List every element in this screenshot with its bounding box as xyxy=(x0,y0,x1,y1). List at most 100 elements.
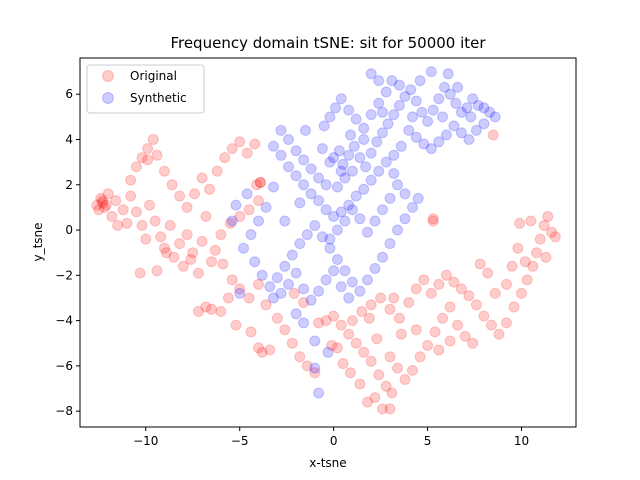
data-point xyxy=(508,301,520,313)
data-point xyxy=(345,367,356,379)
data-point xyxy=(290,267,302,279)
data-point xyxy=(363,312,375,324)
y-tick-label: 6 xyxy=(65,87,73,101)
data-point xyxy=(470,124,482,136)
data-point xyxy=(501,317,512,329)
data-point xyxy=(300,124,311,136)
data-point xyxy=(268,140,279,152)
data-point xyxy=(324,111,336,123)
data-point xyxy=(286,249,298,261)
data-point xyxy=(209,244,221,256)
data-point xyxy=(290,145,302,157)
data-point xyxy=(318,120,330,132)
data-point xyxy=(106,211,118,222)
data-point xyxy=(181,201,193,213)
data-point xyxy=(189,188,201,200)
data-point xyxy=(365,299,377,311)
data-point xyxy=(489,287,501,299)
data-point xyxy=(134,267,146,279)
data-point xyxy=(309,220,321,231)
data-point xyxy=(425,143,437,155)
legend-marker-original xyxy=(102,70,114,82)
data-point xyxy=(309,362,321,374)
data-point xyxy=(219,152,231,164)
data-point xyxy=(375,292,387,304)
data-point xyxy=(275,287,287,299)
data-point xyxy=(350,337,362,349)
x-axis-label: x-tsne xyxy=(309,456,346,470)
data-point xyxy=(142,154,154,166)
data-point xyxy=(470,299,482,311)
data-point xyxy=(371,333,383,345)
data-point xyxy=(506,260,518,272)
data-point xyxy=(386,75,398,87)
data-point xyxy=(427,215,439,227)
data-point xyxy=(283,161,294,173)
data-point xyxy=(345,129,356,141)
data-point xyxy=(290,308,302,320)
data-point xyxy=(377,403,388,415)
data-point xyxy=(360,161,372,173)
data-point xyxy=(316,143,328,155)
data-point xyxy=(348,140,360,152)
data-point xyxy=(549,231,561,243)
data-point xyxy=(516,287,527,299)
data-point xyxy=(331,254,343,265)
data-point xyxy=(388,109,400,121)
data-point xyxy=(354,152,366,164)
data-point xyxy=(455,127,467,139)
data-point xyxy=(136,220,148,231)
data-point xyxy=(328,265,340,277)
data-point xyxy=(140,233,152,245)
data-point xyxy=(377,127,388,139)
data-point xyxy=(97,197,108,209)
data-point xyxy=(187,247,199,259)
data-point xyxy=(384,238,396,250)
data-point xyxy=(343,149,355,161)
data-point xyxy=(264,344,276,356)
data-point xyxy=(230,319,242,331)
x-tick-label: −10 xyxy=(133,434,158,448)
data-point xyxy=(452,319,464,331)
data-point xyxy=(386,387,398,399)
data-point xyxy=(521,274,533,286)
data-point xyxy=(335,93,347,105)
data-point xyxy=(399,188,411,200)
data-point xyxy=(125,190,137,202)
data-point xyxy=(534,233,546,245)
data-point xyxy=(294,197,306,209)
data-point xyxy=(440,269,452,281)
data-point xyxy=(440,129,452,141)
data-point xyxy=(343,328,355,340)
data-point xyxy=(331,342,343,354)
data-point xyxy=(365,68,377,80)
data-point xyxy=(316,231,328,243)
legend-box xyxy=(86,64,205,114)
chart-title: Frequency domain tSNE: sit for 50000 ite… xyxy=(170,34,486,52)
data-point xyxy=(472,100,484,111)
data-point xyxy=(305,294,317,306)
data-point xyxy=(358,134,370,145)
data-point xyxy=(241,188,253,200)
data-point xyxy=(384,192,396,204)
data-point xyxy=(486,319,497,331)
series-synthetic xyxy=(226,66,501,399)
data-point xyxy=(358,346,370,358)
data-point xyxy=(326,340,338,351)
data-point xyxy=(362,226,373,238)
data-point xyxy=(331,181,343,193)
data-point xyxy=(474,258,486,270)
plot-points xyxy=(91,66,561,415)
data-point xyxy=(110,195,122,207)
data-point xyxy=(98,201,110,213)
data-point xyxy=(151,149,163,161)
data-point xyxy=(226,274,238,286)
data-point xyxy=(286,337,298,349)
series-original xyxy=(91,129,561,415)
data-point xyxy=(448,120,460,132)
data-point xyxy=(93,204,105,216)
data-point xyxy=(279,324,291,336)
data-point xyxy=(149,215,161,227)
data-point xyxy=(538,220,550,231)
